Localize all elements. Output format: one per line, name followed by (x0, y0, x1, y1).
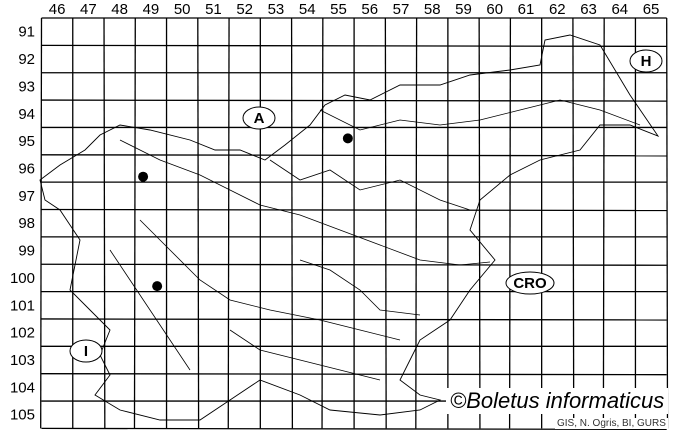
row-label: 95 (18, 133, 35, 150)
copyright-text: ©Boletus informaticus (446, 388, 669, 414)
grid-line-vertical (40, 17, 43, 429)
row-label: 93 (18, 78, 35, 95)
grid-line-horizontal (41, 373, 667, 376)
record-dot (342, 133, 353, 144)
row-label: 96 (18, 160, 35, 177)
column-label: 62 (549, 1, 566, 18)
row-label: 101 (10, 297, 35, 314)
column-label: 55 (330, 1, 347, 18)
row-label: 91 (18, 24, 35, 41)
column-labels: 46 47 48 49 50 51 52 53 54 55 56 57 58 59 60 61 62 63 64 65 (49, 1, 660, 18)
grid-line-vertical (227, 17, 230, 429)
country-label-h: H (641, 53, 652, 70)
column-label: 49 (143, 1, 160, 18)
column-label: 46 (49, 1, 66, 18)
grid-line-horizontal (41, 318, 667, 321)
column-label: 50 (174, 1, 191, 18)
grid-line-vertical (602, 17, 605, 429)
grid-line-vertical (478, 17, 481, 429)
row-label: 94 (18, 106, 35, 123)
column-label: 60 (486, 1, 503, 18)
column-label: 64 (611, 1, 628, 18)
records (138, 133, 353, 292)
column-label: 52 (236, 1, 253, 18)
grid-line-vertical (666, 17, 669, 429)
column-label: 56 (361, 1, 378, 18)
column-label: 51 (205, 1, 222, 18)
row-labels: 91 92 93 94 95 96 97 98 99 100 101 102 103 104 105 (10, 24, 35, 424)
grid-line-vertical (415, 17, 418, 429)
country-label-i: I (84, 343, 88, 360)
record-dot (138, 171, 149, 182)
grid-line-horizontal (41, 44, 667, 48)
grid-line-horizontal (41, 263, 667, 266)
neighbour-country-labels: A H CRO I (69, 49, 663, 363)
grid (40, 17, 669, 431)
country-label-oval (242, 106, 276, 130)
grid-line-vertical (197, 17, 200, 429)
column-label: 53 (268, 1, 285, 18)
column-label: 57 (393, 1, 410, 18)
row-label: 97 (18, 188, 35, 205)
country-label-a: A (254, 110, 265, 127)
grid-line-horizontal (41, 154, 667, 157)
grid-line-vertical (103, 17, 106, 429)
country-label-oval (629, 49, 663, 73)
grid-line-vertical (133, 17, 136, 429)
grid-line-vertical (572, 17, 575, 429)
grid-line-horizontal (41, 208, 667, 212)
rivers (109, 99, 641, 381)
column-label: 59 (455, 1, 472, 18)
grid-line-vertical (290, 17, 294, 429)
column-label: 54 (299, 1, 316, 18)
country-label-oval (505, 271, 555, 295)
column-label: 63 (580, 1, 597, 18)
country-label-oval (69, 339, 103, 363)
country-label-cro: CRO (513, 275, 547, 292)
record-dot (152, 281, 163, 292)
row-label: 105 (10, 407, 35, 424)
row-label: 103 (10, 352, 35, 369)
row-label: 104 (10, 379, 35, 396)
row-label: 100 (10, 270, 35, 287)
row-label: 102 (10, 325, 35, 342)
column-label: 61 (518, 1, 535, 18)
grid-line-vertical (508, 17, 512, 429)
credit-text: GIS, N. Ogris, BI, GURS (555, 418, 668, 429)
row-label: 98 (18, 215, 35, 232)
column-label: 48 (111, 1, 128, 18)
grid-line-vertical (384, 17, 387, 429)
column-label: 58 (424, 1, 441, 18)
country-border (39, 34, 660, 421)
column-label: 47 (80, 1, 97, 18)
row-label: 92 (18, 51, 35, 68)
grid-line-horizontal (41, 427, 667, 431)
column-label: 65 (643, 1, 660, 18)
row-label: 99 (18, 243, 35, 260)
